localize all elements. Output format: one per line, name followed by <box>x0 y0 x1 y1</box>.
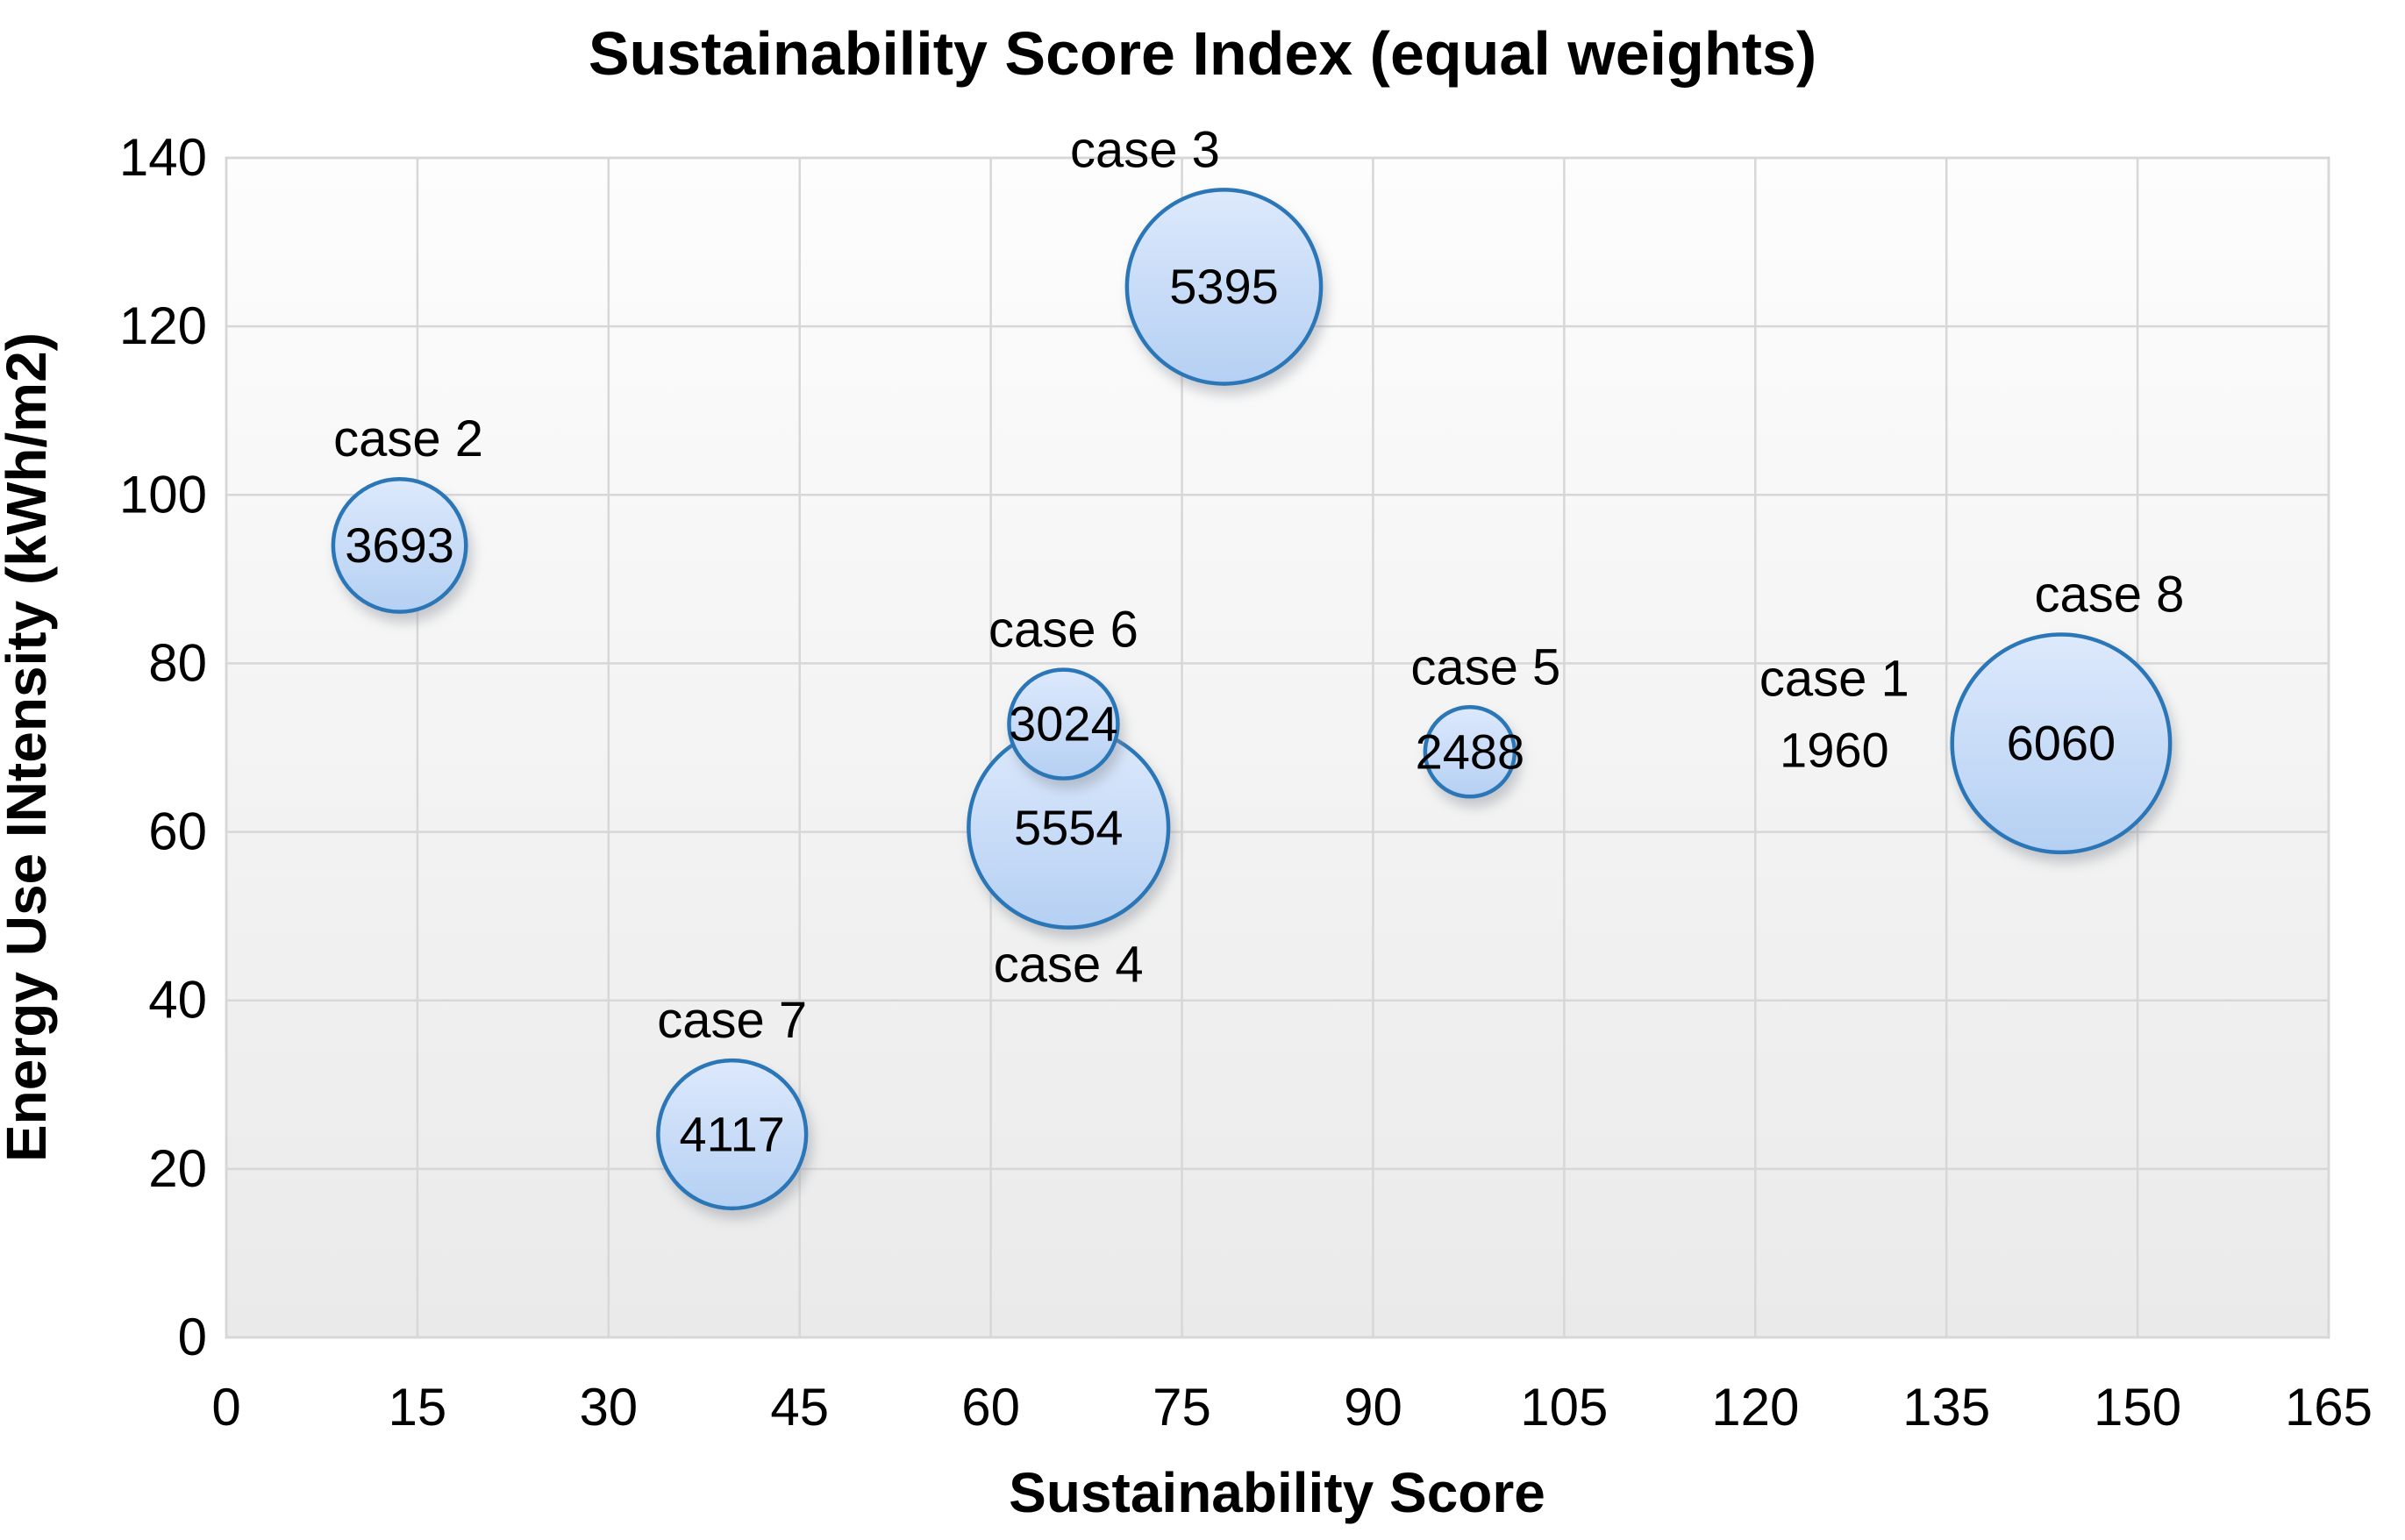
y-tick-120: 120 <box>119 296 207 355</box>
x-tick-60: 60 <box>961 1378 1020 1437</box>
bubble-values: 1960 3693 5395 5554 2488 3024 4117 6060 <box>345 259 2116 1161</box>
x-tick-0: 0 <box>211 1378 240 1437</box>
y-tick-60: 60 <box>148 802 207 861</box>
x-tick-135: 135 <box>1902 1378 1990 1437</box>
chart-title: Sustainability Score Index (equal weight… <box>589 19 1816 88</box>
y-axis-ticks: 0 20 40 60 80 100 120 140 <box>119 128 207 1366</box>
bubble-case-7 <box>656 1058 809 1211</box>
case-labels: case 1 case 2 case 3 case 4 case 5 case 6 case… <box>333 121 2184 1049</box>
case-label-case-1: case 1 <box>1759 650 1909 707</box>
case-label-case-5: case 5 <box>1410 638 1560 695</box>
bubble-value-case-3: 5395 <box>1169 259 1279 314</box>
x-axis-ticks: 0 15 30 45 60 75 90 105 120 135 150 165 <box>211 1378 2373 1437</box>
x-tick-75: 75 <box>1153 1378 1211 1437</box>
bubble-case-8 <box>1950 632 2173 855</box>
bubble-value-case-2: 3693 <box>345 517 454 573</box>
x-tick-105: 105 <box>1520 1378 1608 1437</box>
x-tick-150: 150 <box>2094 1378 2181 1437</box>
case-label-case-6: case 6 <box>988 602 1138 659</box>
bubble-value-case-5: 2488 <box>1416 724 1525 779</box>
x-tick-30: 30 <box>579 1378 638 1437</box>
bubble-value-case-1: 1960 <box>1780 722 1889 777</box>
bubble-case-2 <box>331 476 468 614</box>
bubble-case-3 <box>1124 188 1324 386</box>
y-tick-0: 0 <box>178 1308 207 1366</box>
x-tick-120: 120 <box>1711 1378 1799 1437</box>
bubble-value-case-8: 6060 <box>2007 716 2116 771</box>
y-axis-title: Energy Use INtensity (kWh/m2) <box>0 332 58 1162</box>
bubble-case-6 <box>1007 667 1120 781</box>
y-tick-20: 20 <box>148 1139 207 1198</box>
x-tick-45: 45 <box>770 1378 829 1437</box>
bubble-value-case-7: 4117 <box>680 1106 785 1161</box>
y-tick-140: 140 <box>119 128 207 187</box>
bubble-value-case-6: 3024 <box>1009 696 1118 752</box>
case-label-case-4: case 4 <box>994 937 1144 994</box>
case-label-case-3: case 3 <box>1070 121 1220 178</box>
bubble-value-case-4: 5554 <box>1014 800 1124 855</box>
case-label-case-8: case 8 <box>2034 566 2184 623</box>
bubble-case-5 <box>1423 705 1517 799</box>
y-tick-80: 80 <box>148 633 207 692</box>
case-label-case-2: case 2 <box>333 410 483 467</box>
y-tick-100: 100 <box>119 465 207 524</box>
y-tick-40: 40 <box>148 971 207 1030</box>
x-tick-165: 165 <box>2285 1378 2373 1437</box>
x-tick-15: 15 <box>389 1378 447 1437</box>
bubble-series <box>331 188 2173 1211</box>
case-label-case-7: case 7 <box>657 992 807 1049</box>
x-tick-90: 90 <box>1344 1378 1402 1437</box>
x-axis-title: Sustainability Score <box>1009 1461 1545 1524</box>
